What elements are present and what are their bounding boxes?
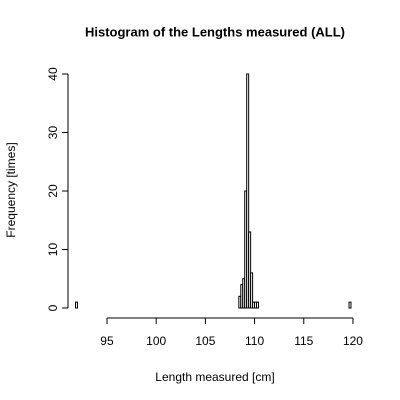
bar: [246, 73, 250, 309]
x-axis-label: Length measured [cm]: [155, 370, 274, 384]
x-tick-label: 95: [100, 334, 114, 348]
y-tick-label: 0: [46, 304, 60, 311]
x-tick-label: 105: [195, 334, 215, 348]
y-tick-label: 10: [46, 243, 60, 257]
x-tick-label: 115: [294, 334, 313, 348]
chart-title: Histogram of the Lengths measured (ALL): [85, 24, 345, 39]
y-axis-label: Frequency [times]: [4, 142, 18, 237]
bar: [256, 301, 260, 309]
y-tick-label: 30: [46, 126, 60, 140]
bar: [250, 272, 254, 309]
y-tick-label: 40: [46, 67, 60, 81]
x-tick-label: 120: [343, 334, 363, 348]
bar: [348, 301, 352, 309]
bar: [75, 301, 78, 309]
bar: [248, 231, 252, 309]
x-tick-label: 100: [146, 334, 166, 348]
y-tick-label: 20: [46, 184, 60, 198]
x-tick-label: 110: [245, 334, 264, 348]
